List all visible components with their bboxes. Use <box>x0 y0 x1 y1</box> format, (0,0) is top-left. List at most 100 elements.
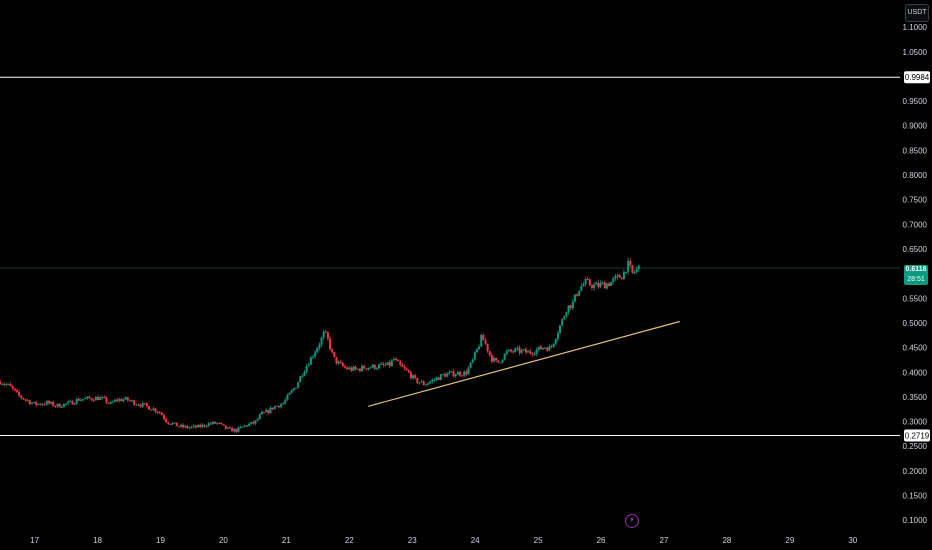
candle-body <box>482 334 485 341</box>
candle-body <box>580 286 583 291</box>
candle-body <box>297 382 300 388</box>
candle-body <box>37 403 40 405</box>
bar-countdown: 28:51 <box>907 276 925 283</box>
candle-body <box>380 363 383 365</box>
candle-body <box>546 347 549 351</box>
candle-body <box>569 305 572 309</box>
level-price-tag <box>904 429 930 442</box>
candle-body <box>493 357 496 362</box>
candle-body <box>152 408 155 411</box>
candle-body <box>150 409 153 411</box>
candle-body <box>175 422 178 427</box>
candle-body <box>54 405 57 407</box>
horizontal-levels[interactable]: 0.9984 0.2719 <box>0 71 930 442</box>
price-tick-label: 0.4000 <box>903 368 928 377</box>
trendline[interactable] <box>368 320 680 407</box>
candle-body <box>218 422 221 424</box>
candle-body <box>116 399 119 401</box>
candle-body <box>246 425 249 427</box>
candle-body <box>499 362 502 364</box>
candle-body <box>331 349 334 352</box>
candle-body <box>612 278 615 282</box>
candle-body <box>254 420 257 424</box>
candle-body <box>524 349 527 353</box>
candle-body <box>360 365 363 372</box>
candle-body <box>288 392 291 395</box>
candle-body <box>207 423 210 427</box>
candle-body <box>197 424 200 428</box>
candle-body <box>565 312 568 317</box>
candle-body <box>354 366 357 370</box>
candle-body <box>373 364 376 369</box>
candle-body <box>60 406 63 408</box>
candle-body <box>173 422 176 424</box>
candle-body <box>122 399 125 402</box>
candle-body <box>529 351 532 354</box>
candle-body <box>329 338 332 350</box>
candle-body <box>171 423 174 425</box>
candle-body <box>107 402 110 404</box>
candle-body <box>390 360 393 367</box>
candle-body <box>235 428 238 432</box>
candle-body <box>588 279 591 286</box>
candle-body <box>145 403 148 407</box>
candle-body <box>224 425 227 429</box>
candle-body <box>265 410 268 413</box>
candle-body <box>186 425 189 429</box>
candle-body <box>286 394 289 400</box>
time-tick-label: 28 <box>722 536 731 545</box>
candle-body <box>620 277 623 280</box>
candle-body <box>228 427 231 429</box>
candle-body <box>469 362 472 368</box>
candle-body <box>392 358 395 361</box>
candle-body <box>303 371 306 376</box>
candle-body <box>99 397 102 401</box>
currency-button[interactable]: USDT <box>905 4 929 22</box>
candle-body <box>237 427 240 432</box>
candle-body <box>318 344 321 349</box>
candle-body <box>348 367 351 370</box>
candle-body <box>333 351 336 358</box>
candle-body <box>154 408 157 412</box>
price-axis[interactable]: 1.1000 1.0500 0.9500 0.9000 0.8500 0.8000 0.75… <box>903 23 928 525</box>
candle-body <box>182 424 185 428</box>
candle-body <box>475 348 478 353</box>
candle-body <box>309 357 312 365</box>
candle-body <box>486 343 489 352</box>
candle-body <box>388 362 391 367</box>
candle-body <box>226 427 229 429</box>
candle-body <box>271 407 274 410</box>
candle-body <box>407 370 410 373</box>
candle-body <box>424 384 427 386</box>
candle-body <box>301 375 304 377</box>
candle-body <box>597 282 600 287</box>
candle-body <box>28 400 31 405</box>
candle-body <box>454 374 457 377</box>
candle-body <box>47 401 50 404</box>
level-price-label: 0.9984 <box>905 73 930 82</box>
candle-body <box>571 301 574 309</box>
lightning-icon[interactable]: ⚡ <box>625 514 639 528</box>
candle-body <box>82 399 85 401</box>
candle-body <box>567 305 570 313</box>
price-tick-label: 1.0500 <box>903 48 928 57</box>
candle-body <box>503 353 506 360</box>
candle-body <box>533 353 536 355</box>
candle-body <box>143 403 146 405</box>
candle-body <box>250 421 253 424</box>
candle-body <box>45 401 48 405</box>
candle-body <box>637 265 640 269</box>
candle-body <box>126 397 129 401</box>
candle-body <box>512 351 515 353</box>
candle-body <box>535 349 538 354</box>
candle-body <box>369 367 372 369</box>
candle-body <box>26 399 29 401</box>
time-axis[interactable]: 17 18 19 20 21 22 23 24 25 26 27 28 29 30 <box>30 536 858 545</box>
candle-body <box>43 404 46 406</box>
candle-body <box>203 424 206 427</box>
last-price-tag: 0.6116 28:51 <box>904 265 928 285</box>
level-price-tag <box>904 71 930 84</box>
time-tick-label: 27 <box>660 536 669 545</box>
candle-body <box>167 422 170 424</box>
